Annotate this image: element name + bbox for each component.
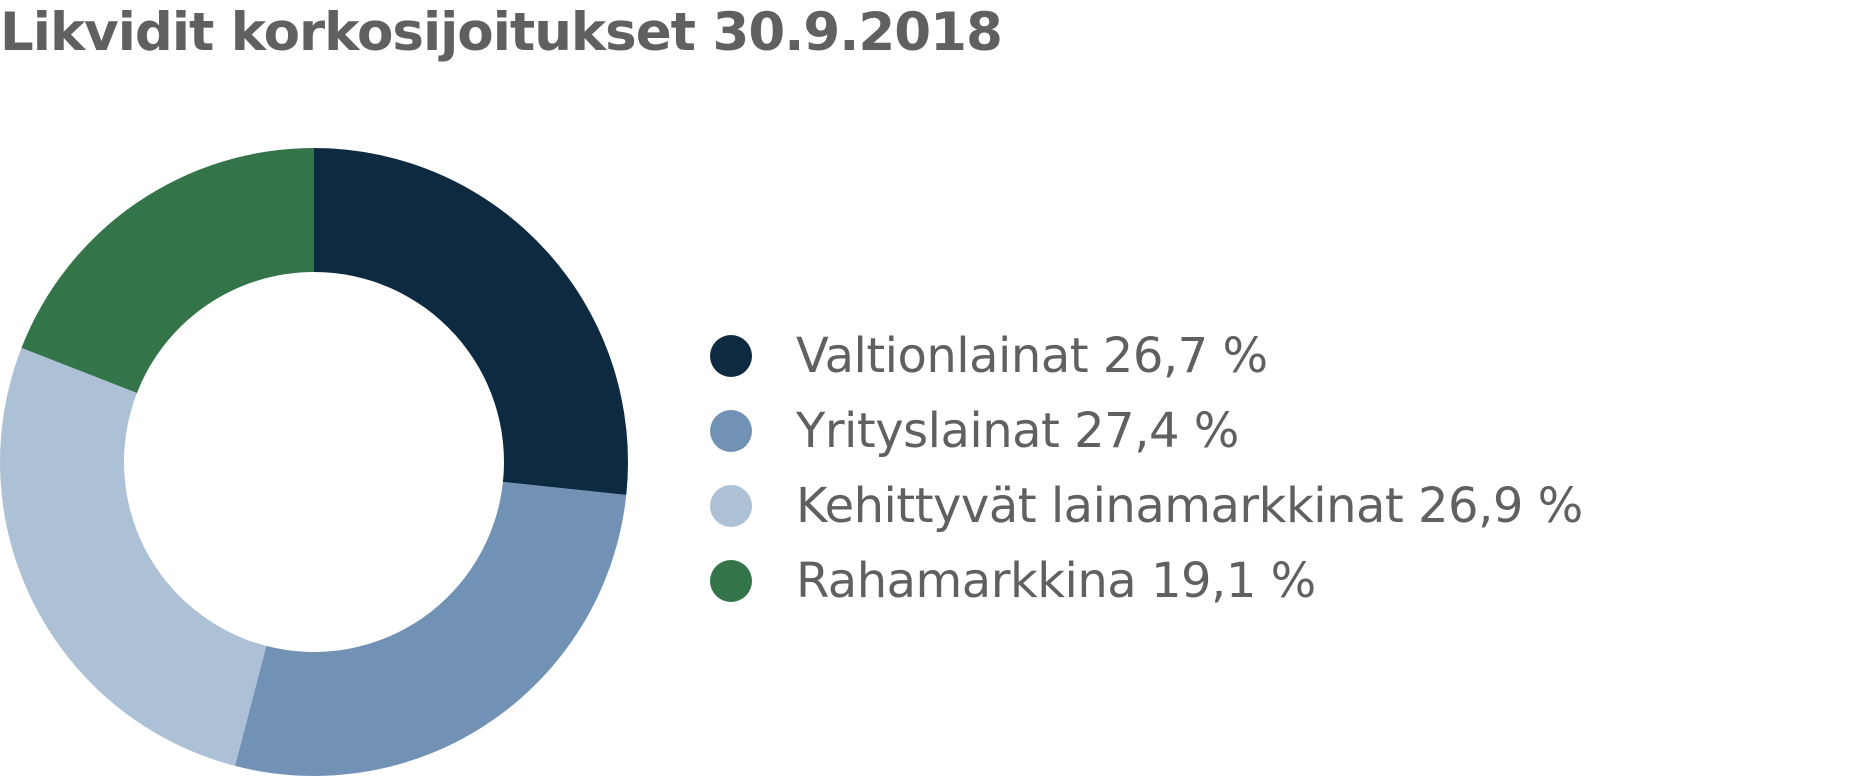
chart-title: Likvidit korkosijoitukset 30.9.2018: [0, 2, 1003, 63]
legend-item-rahamarkkina: Rahamarkkina 19,1 %: [710, 543, 1583, 618]
legend-marker: [710, 559, 752, 602]
legend-label: Yrityslainat 27,4 %: [796, 402, 1239, 459]
slice-kehittyvat-lainamarkkinat: [0, 347, 267, 766]
legend-item-valtionlainat: Valtionlainat 26,7 %: [710, 318, 1583, 393]
slice-yrityslainat: [235, 481, 627, 776]
legend-label: Kehittyvät lainamarkkinat 26,9 %: [796, 477, 1583, 534]
legend-marker: [710, 409, 752, 452]
legend-label: Valtionlainat 26,7 %: [796, 327, 1268, 384]
legend-marker: [710, 484, 752, 527]
donut-chart: [0, 148, 629, 776]
legend-marker: [710, 334, 752, 377]
slice-valtionlainat: [314, 148, 629, 495]
legend-item-kehittyvat-lainamarkkinat: Kehittyvät lainamarkkinat 26,9 %: [710, 468, 1583, 543]
chart-legend: Valtionlainat 26,7 % Yrityslainat 27,4 %…: [710, 318, 1583, 618]
legend-item-yrityslainat: Yrityslainat 27,4 %: [710, 393, 1583, 468]
slice-rahamarkkina: [21, 148, 315, 393]
legend-label: Rahamarkkina 19,1 %: [796, 552, 1316, 609]
